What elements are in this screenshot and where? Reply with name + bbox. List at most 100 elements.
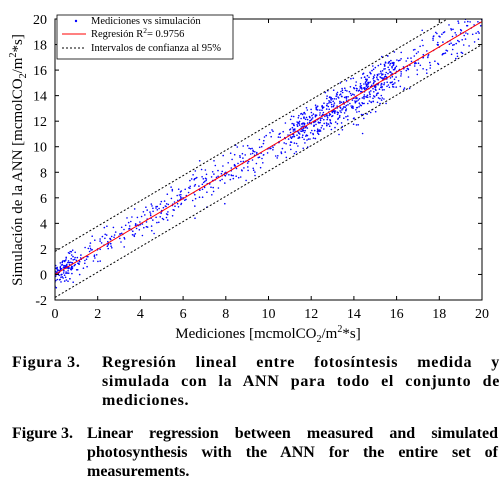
scatter-point [336,91,339,94]
scatter-point [221,170,223,173]
scatter-point [294,130,296,132]
scatter-point [364,88,366,91]
scatter-point [284,151,287,153]
scatter-point [427,55,429,57]
scatter-point [87,247,90,250]
scatter-point [277,136,280,138]
scatter-point [468,45,470,47]
scatter-point [417,62,420,64]
scatter-point [335,93,338,95]
scatter-point [206,191,208,193]
scatter-point [70,251,73,253]
scatter-point [445,49,448,52]
scatter-point [300,123,303,125]
scatter-point [298,136,301,138]
scatter-point [367,102,369,105]
scatter-point [321,117,323,119]
scatter-point [233,153,236,156]
scatter-point [131,216,133,218]
scatter-point [387,66,390,69]
scatter-point [372,87,374,90]
legend-label-scatter: Mediciones vs simulación [91,16,201,27]
scatter-point [313,124,316,127]
scatter-point [365,85,368,87]
scatter-point [232,174,234,177]
scatter-point [136,216,139,219]
scatter-point [457,22,460,24]
scatter-point [156,205,159,208]
scatter-point [292,128,295,131]
scatter-point [454,32,457,34]
x-tick-label: 8 [222,307,229,322]
scatter-point [173,201,176,203]
scatter-point [341,95,343,98]
scatter-point [315,106,318,109]
scatter-point [211,194,213,196]
scatter-point [292,115,295,118]
scatter-point [374,110,377,113]
scatter-point [479,25,482,27]
scatter-point [72,255,74,258]
scatter-point [290,137,293,140]
scatter-point [303,122,305,124]
scatter-point [436,32,438,35]
scatter-point [366,94,369,97]
scatter-point [89,245,91,247]
scatter-point [269,131,271,134]
scatter-point [167,203,170,206]
scatter-point [104,233,106,236]
scatter-point [324,115,326,118]
scatter-point [146,209,148,211]
scatter-point [419,64,422,67]
scatter-point [152,219,154,221]
caption-spanish-label: Figura 3. [12,354,81,371]
legend: Mediciones vs simulación Regresión R2= 0… [56,14,234,60]
scatter-point [407,57,409,59]
scatter-point [293,123,295,125]
scatter-point [345,99,348,101]
scatter-point [305,107,308,109]
scatter-point [394,67,396,70]
scatter-point [400,73,403,75]
scatter-point [321,109,323,111]
scatter-point [131,234,134,236]
scatter-point [366,79,368,82]
scatter-point [63,280,66,282]
scatter-point [417,51,420,53]
scatter-point [392,61,394,64]
scatter-point [432,37,434,40]
scatter-point [381,73,384,76]
scatter-point [349,102,351,105]
scatter-point [383,83,385,86]
scatter-point [313,129,316,132]
scatter-point [290,141,293,143]
scatter-point [69,278,71,280]
scatter-point [146,226,149,228]
scatter-point [391,65,393,68]
scatter-point [151,205,153,207]
scatter-point [99,240,101,242]
scatter-point [95,254,98,256]
scatter-point [69,250,71,253]
x-tick-label: 6 [180,307,187,322]
scatter-point [337,111,340,114]
scatter-point [407,68,409,70]
scatter-point [391,75,394,78]
scatter-point [309,132,312,134]
scatter-point [164,205,167,207]
scatter-chart: 0 2 4 6 8 10 12 14 16 18 20 -2 0 2 4 6 8 10 12 14 16 18 20 Med… [8,13,489,345]
y-tick-label: 0 [40,268,47,283]
scatter-point [326,103,329,105]
scatter-point [349,92,352,95]
scatter-point [149,213,152,215]
scatter-point [381,97,384,99]
scatter-point [107,240,109,243]
scatter-point [304,126,307,129]
scatter-point [298,121,300,124]
caption-spanish-text: Regresión lineal entre fotosíntesis medi… [102,354,500,409]
scatter-point [237,162,239,165]
scatter-point [303,111,306,114]
scatter-point [99,248,101,251]
scatter-point [443,31,446,33]
scatter-point [389,62,392,65]
